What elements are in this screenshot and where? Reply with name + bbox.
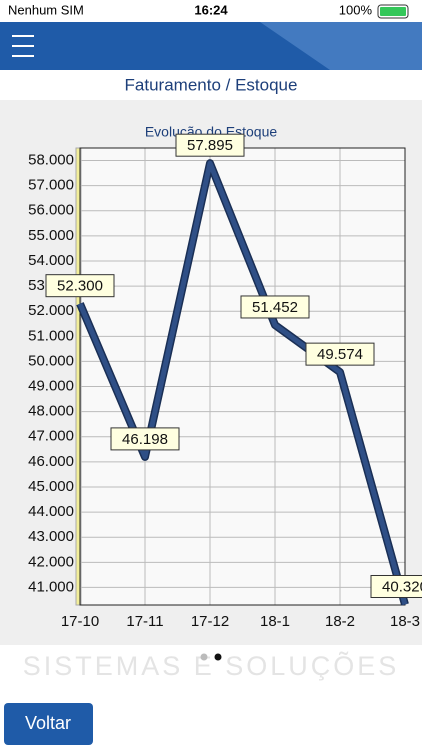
back-button[interactable] (4, 703, 93, 745)
value-label-box (240, 295, 310, 319)
y-tick-label: 52.000 (28, 302, 74, 319)
menu-button[interactable] (12, 35, 34, 57)
y-tick-label: 57.000 (28, 177, 74, 194)
value-label: 40.320 (382, 578, 422, 595)
y-tick-label: 54.000 (28, 252, 74, 269)
battery-level: 100% (339, 2, 373, 17)
x-tick-label: 18-3 (390, 613, 420, 630)
clock: 16:24 (194, 2, 228, 17)
x-tick-label: 18-1 (260, 613, 290, 630)
x-tick-label: 17-10 (61, 613, 99, 630)
y-tick-label: 55.000 (28, 227, 74, 244)
back-button-label: Voltar (25, 713, 71, 733)
y-tick-label: 41.000 (28, 578, 74, 595)
header-decor (260, 22, 422, 70)
plot-background (80, 148, 405, 605)
y-tick-label: 43.000 (28, 528, 74, 545)
x-tick-label: 17-11 (126, 613, 163, 630)
value-label: 46.198 (122, 431, 168, 448)
x-tick-label: 18-2 (325, 613, 355, 630)
y-tick-label: 49.000 (28, 378, 74, 395)
y-tick-label: 48.000 (28, 403, 74, 420)
carrier: Nenhum SIM (8, 2, 84, 17)
y-tick-label: 42.000 (28, 553, 74, 570)
value-label: 57.895 (187, 137, 233, 154)
y-tick-label: 47.000 (28, 428, 74, 445)
value-label-box (370, 574, 422, 598)
value-label-box (45, 274, 115, 298)
y-tick-label: 51.000 (28, 327, 74, 344)
value-label-box (175, 133, 245, 157)
value-label: 52.300 (57, 278, 103, 295)
value-label: 49.574 (317, 346, 363, 363)
x-tick-label: 17-12 (191, 613, 229, 630)
value-label-box (110, 427, 180, 451)
value-label: 51.452 (252, 299, 298, 316)
battery-fill (380, 7, 406, 16)
y-tick-label: 56.000 (28, 202, 74, 219)
y-tick-label: 58.000 (28, 152, 74, 169)
battery-icon (377, 4, 409, 19)
y-tick-label: 44.000 (28, 503, 74, 520)
y-tick-label: 45.000 (28, 478, 74, 495)
y-tick-label: 46.000 (28, 453, 74, 470)
watermark: SISTEMAS E SOLUÇÕES (23, 650, 400, 681)
page-title: Faturamento / Estoque (125, 75, 298, 94)
page-dot[interactable] (200, 653, 208, 661)
y-tick-label: 50.000 (28, 352, 74, 369)
page-dot-active[interactable] (214, 653, 222, 661)
y-axis-wall (75, 147, 82, 606)
value-label-box (305, 342, 375, 366)
